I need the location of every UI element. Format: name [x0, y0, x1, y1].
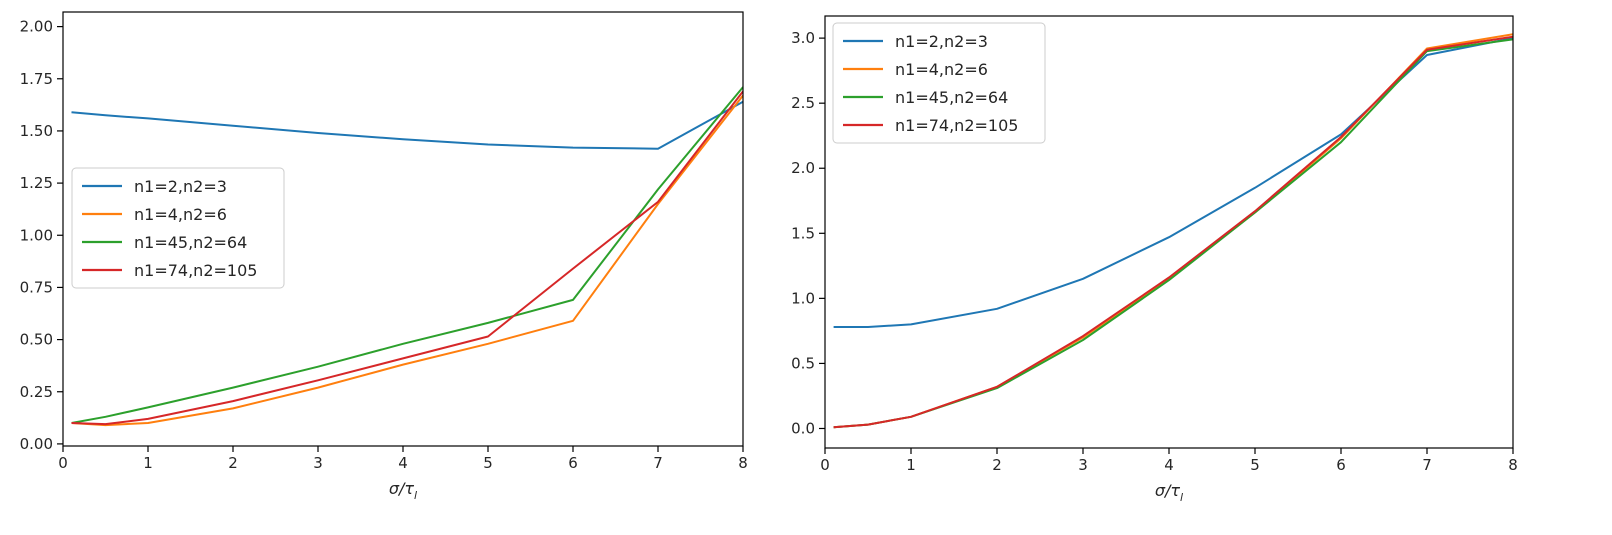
legend-label: n1=45,n2=64	[134, 233, 247, 252]
x-tick-label: 2	[992, 456, 1002, 474]
x-tick-label: 1	[906, 456, 916, 474]
legend-label: n1=4,n2=6	[895, 60, 988, 79]
y-tick-label: 0.0	[791, 419, 815, 437]
y-tick-label: 0.25	[20, 383, 53, 401]
series-line-4	[833, 35, 1513, 429]
x-tick-label: 7	[1422, 456, 1432, 474]
legend-label: n1=2,n2=3	[134, 177, 227, 196]
x-tick-label: 6	[1336, 456, 1346, 474]
chart-2: 0 1 2 3 4 5 6 7 8 0.0 0.5 1.0 1.5 2.0 2.5 3.0 σ/τl n1=2,n…	[791, 15, 1518, 504]
x-tick-label: 8	[1508, 456, 1518, 474]
x-tick-label: 1	[143, 454, 153, 472]
y-tick-label: 2.0	[791, 159, 815, 177]
legend-label: n1=4,n2=6	[134, 205, 227, 224]
x-tick-label: 5	[483, 454, 493, 472]
legend-box	[71, 167, 285, 289]
legend-box	[832, 22, 1046, 144]
series-line-1	[71, 100, 743, 150]
legend: n1=2,n2=3 n1=4,n2=6 n1=45,n2=64 n1=74,n2=10…	[71, 167, 285, 289]
series-line-4	[71, 90, 743, 426]
legend-label: n1=45,n2=64	[895, 88, 1008, 107]
x-tick-label: 8	[738, 454, 748, 472]
x-tick-label: 3	[1078, 456, 1088, 474]
x-tick-label: 5	[1250, 456, 1260, 474]
series-line-3	[71, 86, 743, 424]
y-tick-label: 1.50	[20, 122, 53, 140]
x-tick-label: 3	[313, 454, 323, 472]
y-tick-label: 1.75	[20, 70, 53, 88]
x-tick-label: 7	[653, 454, 663, 472]
y-tick-label: 1.5	[791, 224, 815, 242]
x-tick-label: 0	[820, 456, 830, 474]
x-axis-label: σ/τl	[1155, 481, 1183, 504]
x-tick-label: 6	[568, 454, 578, 472]
y-tick-label: 2.00	[20, 18, 53, 36]
x-tick-label: 0	[58, 454, 68, 472]
y-tick-label: 1.25	[20, 174, 53, 192]
legend-label: n1=74,n2=105	[895, 116, 1018, 135]
y-tick-label: 0.5	[791, 354, 815, 372]
legend: n1=2,n2=3 n1=4,n2=6 n1=45,n2=64 n1=74,n2=10…	[832, 22, 1046, 144]
y-tick-label: 1.0	[791, 289, 815, 307]
series-line-2	[71, 94, 743, 427]
x-axis-label: σ/τl	[389, 479, 417, 502]
y-tick-label: 0.75	[20, 278, 53, 296]
y-tick-label: 1.00	[20, 226, 53, 244]
legend-label: n1=74,n2=105	[134, 261, 257, 280]
y-tick-label: 3.0	[791, 29, 815, 47]
chart-1: 0 1 2 3 4 5 6 7 8 0.00 0.25 0.50 0.75 1.00 1.25 1.50 1.7…	[20, 11, 748, 502]
y-tick-label: 0.50	[20, 331, 53, 349]
y-tick-label: 2.5	[791, 94, 815, 112]
y-tick-label: 0.00	[20, 435, 53, 453]
x-tick-label: 4	[398, 454, 408, 472]
x-tick-label: 2	[228, 454, 238, 472]
x-tick-label: 4	[1164, 456, 1174, 474]
legend-label: n1=2,n2=3	[895, 32, 988, 51]
